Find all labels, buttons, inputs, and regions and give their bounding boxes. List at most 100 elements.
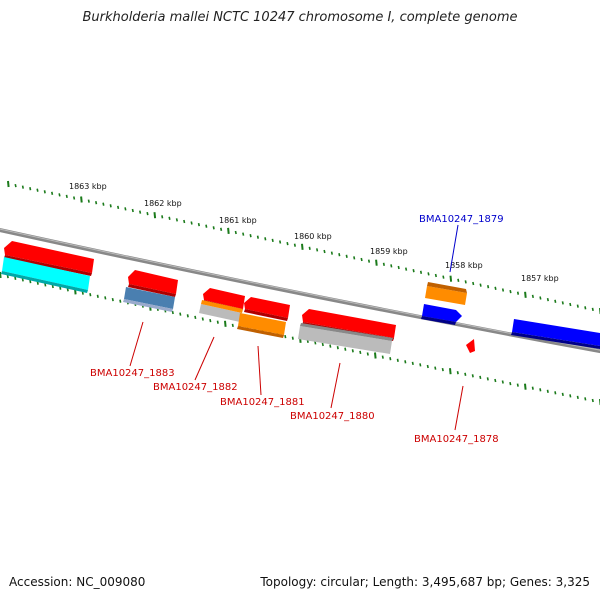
gene-label-bma10247-1882[interactable]: BMA10247_1882 (153, 382, 238, 393)
gene-feature[interactable] (298, 323, 393, 354)
minor-tick (330, 251, 333, 255)
label-leader (194, 336, 215, 381)
minor-tick (109, 204, 112, 208)
minor-tick (96, 294, 99, 298)
gene-feature[interactable] (4, 241, 94, 276)
minor-tick (584, 306, 587, 310)
minor-tick (345, 254, 348, 258)
minor-tick (14, 276, 17, 280)
minor-tick (390, 264, 393, 268)
minor-tick (456, 371, 459, 375)
minor-tick (51, 191, 54, 195)
major-tick (227, 227, 230, 234)
gene-label-bma10247-1878[interactable]: BMA10247_1878 (414, 434, 499, 445)
minor-tick (186, 314, 189, 318)
minor-tick (479, 375, 482, 380)
gene-label-bma10247-1880[interactable]: BMA10247_1880 (290, 411, 375, 422)
minor-tick (66, 288, 69, 292)
minor-tick (561, 301, 564, 305)
minor-tick (271, 238, 274, 243)
minor-tick (405, 267, 408, 271)
minor-tick (494, 378, 497, 383)
minor-tick (366, 352, 369, 356)
minor-tick (576, 395, 579, 400)
minor-tick (351, 349, 354, 353)
minor-tick (14, 183, 17, 188)
gene-feature[interactable] (511, 319, 600, 349)
minor-tick (95, 201, 98, 205)
minor-tick (554, 299, 557, 303)
minor-tick (87, 199, 90, 203)
gene-label-bma10247-1883[interactable]: BMA10247_1883 (90, 368, 175, 379)
gene-feature[interactable] (421, 304, 462, 325)
minor-tick (442, 275, 445, 279)
minor-tick (51, 284, 54, 289)
minor-tick (419, 270, 423, 274)
minor-tick (117, 205, 120, 210)
minor-tick (471, 374, 474, 378)
minor-tick (286, 241, 289, 246)
minor-tick (102, 202, 105, 206)
minor-tick (161, 215, 164, 219)
kbp-label-1858: 1858 kbp (445, 261, 483, 270)
minor-tick (36, 188, 39, 192)
minor-tick (427, 272, 430, 276)
minor-tick (234, 230, 237, 235)
minor-tick (89, 293, 92, 297)
minor-tick (36, 281, 39, 285)
minor-tick (190, 221, 193, 225)
major-tick (449, 275, 453, 282)
gene-label-bma10247-1881[interactable]: BMA10247_1881 (220, 397, 305, 408)
minor-tick (404, 360, 407, 364)
minor-tick (201, 317, 204, 321)
gene-feature[interactable] (244, 297, 290, 321)
minor-tick (367, 259, 371, 263)
minor-tick (531, 294, 534, 299)
minor-tick (486, 377, 489, 381)
minor-tick (464, 372, 467, 376)
minor-tick (58, 193, 61, 197)
gene-feature[interactable] (425, 282, 467, 305)
minor-tick (231, 323, 234, 328)
minor-tick (591, 307, 594, 312)
minor-tick (131, 208, 134, 213)
minor-tick (139, 210, 142, 214)
minor-tick (171, 310, 174, 315)
minor-tick (336, 346, 339, 350)
minor-tick (360, 257, 363, 262)
minor-tick (464, 280, 467, 284)
minor-tick (242, 232, 245, 236)
gene-feature[interactable] (123, 287, 175, 312)
minor-tick (111, 297, 114, 302)
minor-tick (501, 380, 504, 384)
major-tick (301, 243, 304, 250)
minor-tick (183, 219, 186, 224)
kbp-label-1857: 1857 kbp (521, 274, 559, 283)
gene-label-bma10247-1879[interactable]: BMA10247_1879 (419, 214, 504, 225)
minor-tick (179, 312, 182, 316)
minor-tick (308, 246, 311, 250)
minor-tick (509, 289, 512, 294)
gene-feature[interactable] (199, 300, 243, 322)
minor-tick (6, 274, 9, 279)
major-tick (524, 383, 527, 390)
gene-feature[interactable] (466, 339, 475, 353)
major-tick (449, 368, 452, 375)
minor-tick (434, 366, 437, 370)
minor-tick (175, 218, 178, 222)
minor-tick (29, 187, 32, 191)
gene-feature[interactable] (237, 313, 286, 338)
minor-tick (501, 288, 505, 292)
gene-feature[interactable] (128, 270, 178, 297)
minor-tick (338, 253, 341, 257)
minor-tick (59, 286, 62, 290)
minor-tick (209, 318, 212, 323)
label-leader (330, 362, 341, 409)
minor-tick (73, 196, 76, 200)
minor-tick (584, 397, 587, 401)
gene-feature[interactable] (1, 257, 90, 293)
minor-tick (314, 341, 317, 345)
minor-tick (124, 207, 127, 211)
minor-tick (323, 249, 326, 254)
minor-tick (441, 367, 444, 372)
